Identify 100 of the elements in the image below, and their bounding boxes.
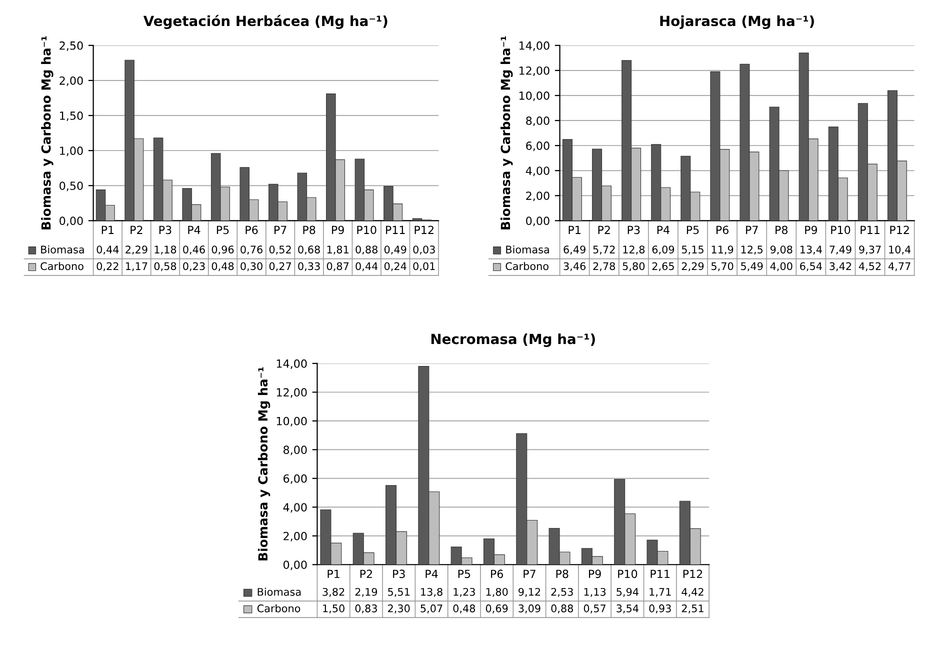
x-tick-label: P12 [683,570,702,578]
data-label: 5,49 [741,262,763,272]
data-label: 5,72 [593,246,615,255]
x-tick-label: P7 [524,570,536,578]
data-label: 4,00 [770,262,792,272]
data-label: 5,94 [616,588,638,597]
data-label: 0,23 [183,262,205,272]
data-label: 0,88 [356,246,378,255]
data-label: 1,17 [126,262,148,272]
data-label: 0,24 [384,262,406,272]
data-label: 9,37 [859,246,881,255]
data-label: 5,07 [420,604,442,614]
x-tick-label: P1 [568,226,580,234]
data-label: 3,82 [322,588,344,597]
x-tick-label: P12 [890,226,909,234]
data-label: 2,78 [593,262,615,272]
data-label: 2,19 [355,588,378,597]
data-label: 2,30 [388,604,410,614]
data-label: 0,58 [154,262,176,272]
data-label: 0,69 [486,604,508,614]
data-label: 11,9 [712,246,734,255]
y-tick-label: 0,00 [526,216,550,226]
x-tick-label: P5 [458,570,470,578]
data-label: 0,88 [551,604,574,614]
data-label: 0,52 [269,246,291,255]
x-tick-label: P9 [805,226,818,234]
x-tick-label: P3 [628,226,640,234]
data-label: 3,09 [518,604,540,614]
x-tick-label: P4 [657,226,670,234]
x-tick-label: P4 [426,570,438,578]
data-label: 0,49 [384,246,406,255]
legend-label: Biomasa [506,245,549,254]
legend-label: Biomasa [258,588,301,596]
x-tick-label: P6 [491,570,504,578]
data-label: 4,52 [858,262,881,272]
x-tick-label: P7 [274,226,286,234]
data-label: 1,23 [454,588,475,597]
data-label: 0,03 [413,246,435,255]
x-tick-label: P6 [716,226,728,234]
data-label: 1,71 [650,588,671,597]
data-label: 0,76 [240,246,262,255]
data-label: 13,4 [800,246,822,255]
x-tick-label: P12 [414,226,434,234]
x-tick-label: P9 [332,226,344,234]
y-tick-label: 4,00 [283,503,307,513]
data-label: 4,42 [682,588,704,597]
y-tick-label: 1,00 [60,146,83,156]
x-tick-label: P10 [357,226,376,234]
data-label: 1,13 [584,588,606,597]
data-label: 0,68 [298,246,320,255]
legend-label: Carbono [40,262,84,270]
y-tick-label: 8,00 [284,446,307,456]
y-tick-label: 12,00 [519,66,550,76]
data-label: 0,44 [356,262,378,272]
x-tick-label: P2 [360,570,372,578]
y-tick-label: 6,00 [526,142,550,152]
legend-label: Carbono [257,604,300,612]
x-tick-label: P2 [130,226,142,234]
x-tick-label: P10 [618,570,638,578]
data-label: 5,80 [622,262,645,272]
x-tick-label: P1 [102,226,114,234]
data-label: 9,12 [518,588,540,597]
y-tick-label: 2,00 [284,532,307,542]
data-label: 0,22 [96,262,118,272]
chart-title: Vegetación Herbácea (Mg ha⁻¹) [143,14,388,29]
y-tick-label: 2,50 [60,41,83,51]
x-tick-label: P1 [328,570,340,578]
chart-title: Necromasa (Mg ha⁻¹) [431,333,595,347]
data-label: 6,49 [564,246,586,255]
x-tick-label: P3 [159,226,172,234]
data-label: 0,57 [584,604,606,614]
data-label: 2,51 [682,604,704,614]
y-tick-label: 0,00 [283,560,307,570]
data-label: 0,48 [212,262,234,272]
data-label: 0,83 [355,604,377,614]
x-tick-label: P6 [246,226,258,234]
data-label: 9,08 [770,246,792,255]
x-tick-label: P11 [386,226,405,234]
data-label: 3,54 [616,604,638,614]
y-tick-label: 10,00 [519,91,550,102]
data-label: 2,29 [126,246,148,255]
x-tick-label: P2 [598,226,610,234]
x-tick-label: P11 [650,570,670,578]
x-tick-label: P9 [588,570,601,578]
data-label: 0,01 [413,262,435,272]
data-label: 3,46 [564,262,586,272]
x-tick-label: P8 [556,570,568,578]
x-tick-label: P8 [776,226,788,234]
y-tick-label: 10,00 [276,416,307,426]
data-label: 0,46 [183,246,205,255]
data-label: 3,42 [830,262,852,272]
data-label: 5,70 [712,262,734,272]
data-label: 2,65 [652,262,674,272]
x-tick-label: P11 [860,226,880,234]
data-label: 2,29 [682,262,704,272]
y-tick-label: 2,00 [526,192,550,202]
legend-label: Biomasa [41,245,84,254]
data-label: 1,50 [323,604,344,614]
data-label: 0,96 [212,246,234,255]
data-label: 13,8 [421,588,442,597]
